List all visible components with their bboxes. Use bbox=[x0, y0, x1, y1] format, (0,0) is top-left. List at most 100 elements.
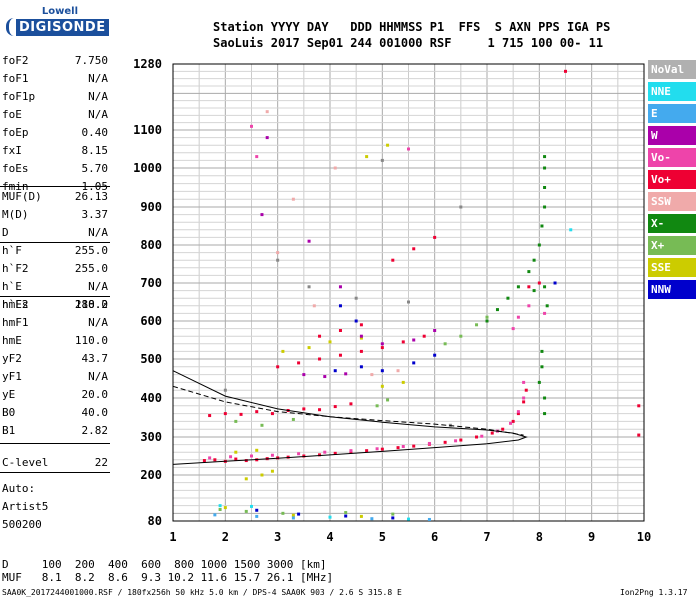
y-tick-label: 900 bbox=[140, 200, 162, 214]
data-point bbox=[370, 373, 374, 377]
param-value: N/A bbox=[88, 72, 108, 85]
autoscale-text-3: 500200 bbox=[2, 518, 42, 531]
data-point bbox=[527, 304, 531, 308]
data-point bbox=[250, 454, 253, 458]
y-tick-label: 500 bbox=[140, 352, 162, 366]
param-row: yE 20.0 bbox=[2, 388, 108, 406]
data-point bbox=[218, 504, 222, 508]
data-point bbox=[454, 439, 458, 443]
header-line-1: Station YYYY DAY DDD HHMMSS P1 FFS S AXN… bbox=[213, 20, 611, 34]
x-tick-label: 7 bbox=[483, 530, 490, 544]
data-point bbox=[202, 459, 206, 463]
data-point bbox=[391, 258, 395, 262]
data-point bbox=[250, 124, 253, 128]
data-point bbox=[359, 323, 363, 327]
data-point bbox=[459, 334, 463, 338]
param-value: 40.0 bbox=[81, 406, 109, 419]
data-point bbox=[318, 357, 322, 361]
data-point bbox=[516, 410, 520, 414]
param-row: MUF(D) 26.13 bbox=[2, 190, 108, 208]
x-tick-label: 1 bbox=[169, 530, 176, 544]
data-point bbox=[475, 435, 479, 439]
data-point bbox=[401, 445, 405, 448]
data-point bbox=[543, 205, 547, 209]
data-point bbox=[213, 513, 217, 517]
data-point bbox=[564, 69, 567, 73]
y-tick-label: 700 bbox=[140, 276, 162, 290]
data-point bbox=[365, 449, 369, 453]
data-point bbox=[543, 285, 547, 289]
x-tick-label: 10 bbox=[637, 530, 651, 544]
param-row: foE N/A bbox=[2, 108, 108, 126]
data-point bbox=[349, 402, 353, 406]
clevel-value: 22 bbox=[94, 456, 108, 469]
data-point bbox=[359, 365, 363, 369]
data-point bbox=[270, 469, 274, 473]
param-value: 288.2 bbox=[74, 298, 108, 311]
y-tick-label: 300 bbox=[140, 430, 162, 444]
data-point bbox=[433, 353, 437, 357]
data-point bbox=[412, 247, 416, 251]
data-point bbox=[276, 258, 280, 262]
data-point bbox=[291, 197, 295, 201]
data-point bbox=[265, 110, 269, 114]
data-point bbox=[344, 372, 348, 376]
legend-item-noval: NoVal bbox=[648, 60, 696, 79]
data-point bbox=[276, 365, 280, 369]
data-point bbox=[396, 369, 400, 373]
data-point bbox=[270, 453, 274, 457]
param-row: fxI 8.15 bbox=[2, 144, 108, 162]
data-point bbox=[422, 334, 426, 338]
param-value: 2.82 bbox=[81, 424, 109, 437]
plot-frame bbox=[172, 63, 645, 522]
data-point bbox=[516, 412, 520, 416]
data-point bbox=[543, 311, 547, 315]
x-tick-label: 2 bbox=[222, 530, 229, 544]
data-point bbox=[427, 441, 431, 445]
data-point bbox=[270, 412, 274, 416]
footer-version: Ion2Png 1.3.17 bbox=[620, 588, 688, 597]
footer-distance-row: D 100 200 400 600 800 1000 1500 3000 [km… bbox=[2, 558, 327, 571]
data-point bbox=[540, 224, 544, 228]
data-point bbox=[297, 452, 301, 456]
legend-item-sse: SSE bbox=[648, 258, 696, 277]
profile-line-dashed bbox=[172, 385, 524, 436]
data-point bbox=[443, 440, 447, 444]
data-point bbox=[244, 477, 248, 481]
y-tick-label: 1280 bbox=[133, 57, 162, 71]
legend-item-nnw: NNW bbox=[648, 280, 696, 299]
param-name: foF1p bbox=[2, 90, 36, 103]
data-point bbox=[234, 450, 238, 454]
data-point bbox=[391, 512, 395, 516]
logo-lowell-text: Lowell bbox=[41, 6, 78, 17]
param-name: h`F2 bbox=[2, 262, 29, 275]
data-point bbox=[511, 419, 515, 423]
param-value: 255.0 bbox=[74, 244, 108, 257]
data-point bbox=[433, 235, 437, 239]
param-name: foEp bbox=[2, 126, 29, 139]
data-point bbox=[260, 473, 264, 477]
data-point bbox=[208, 414, 212, 418]
data-point bbox=[318, 334, 322, 338]
data-point bbox=[527, 270, 531, 274]
param-value: 110.0 bbox=[74, 298, 108, 311]
data-point bbox=[223, 506, 227, 510]
y-tick-label: 200 bbox=[140, 468, 162, 482]
data-point bbox=[407, 300, 410, 304]
data-point bbox=[522, 396, 526, 400]
data-point bbox=[490, 431, 494, 435]
data-point bbox=[511, 327, 515, 331]
digisonde-logo: Lowell DIGISONDE bbox=[6, 6, 109, 46]
data-point bbox=[302, 454, 306, 458]
param-row: hmE 110.0 bbox=[2, 334, 108, 352]
y-tick-label: 1100 bbox=[133, 123, 162, 137]
data-point bbox=[540, 365, 544, 369]
data-point bbox=[218, 508, 222, 511]
x-tick-label: 5 bbox=[379, 530, 386, 544]
x-tick-label: 4 bbox=[326, 530, 333, 544]
data-point bbox=[365, 155, 369, 159]
data-point bbox=[255, 410, 259, 414]
data-point bbox=[537, 380, 541, 384]
data-point bbox=[307, 239, 311, 243]
